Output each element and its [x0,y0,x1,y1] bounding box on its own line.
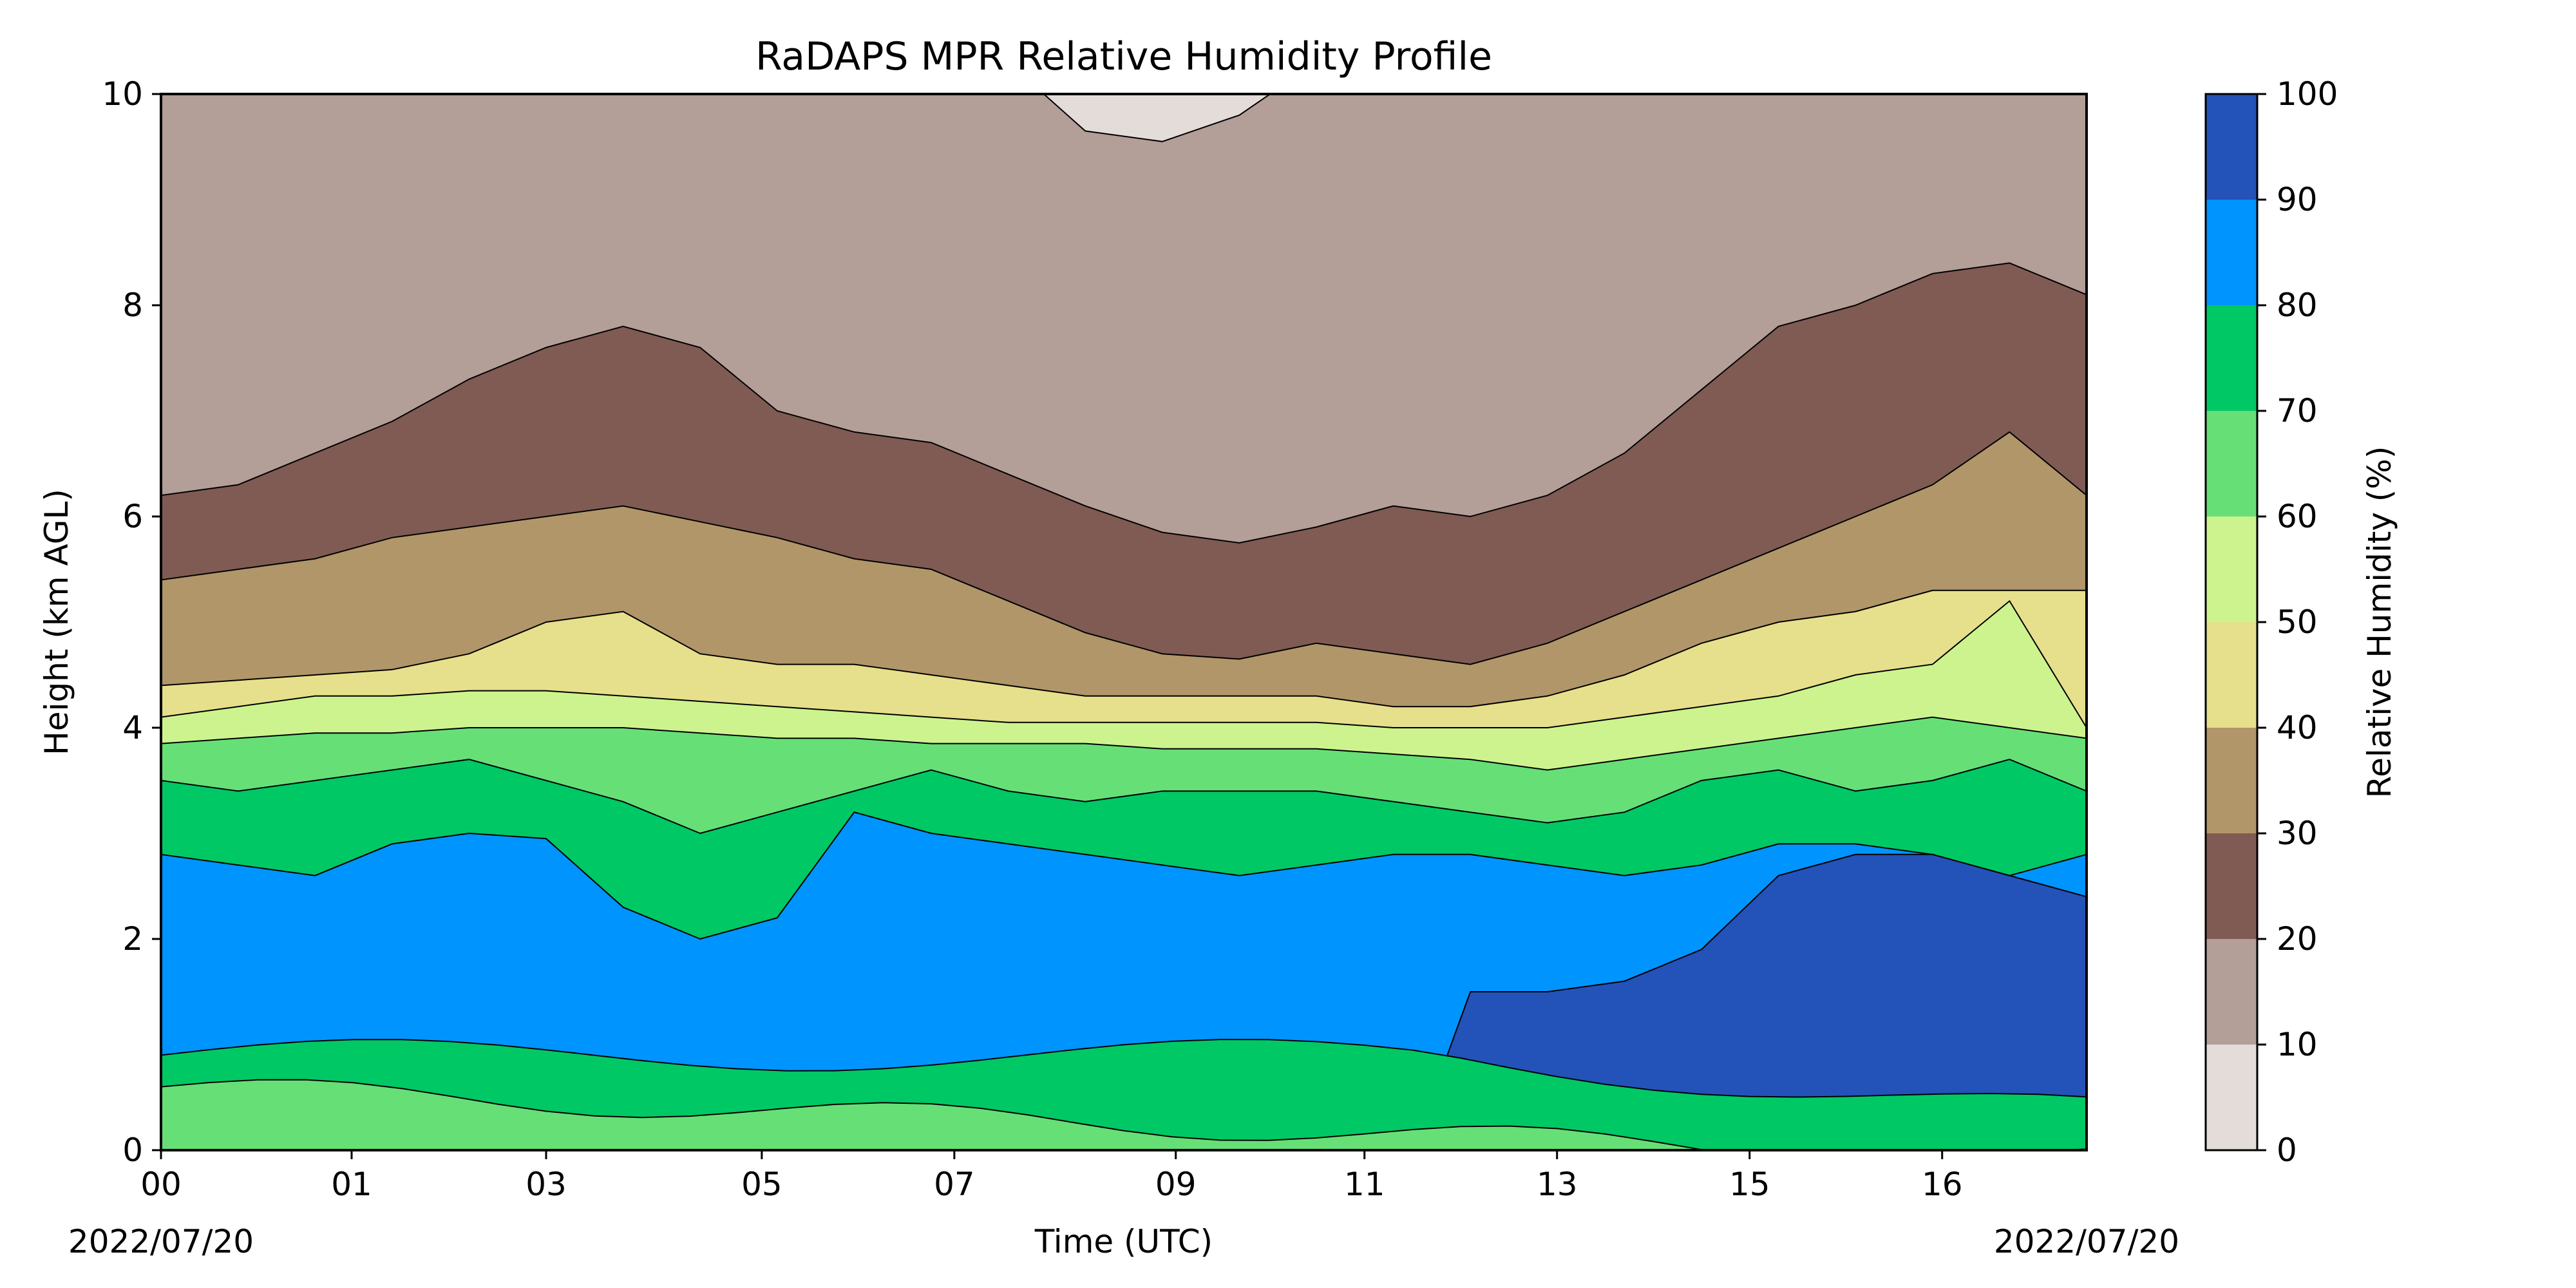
x-tick-label: 03 [526,1166,567,1203]
colorbar-tick-label: 10 [2277,1026,2318,1063]
colorbar-swatch [2206,305,2257,411]
x-tick-label: 16 [1922,1166,1963,1203]
colorbar-ticks: 0 10 20 30 40 50 60 70 80 90 100 [2257,75,2338,1169]
x-tick-label: 01 [331,1166,372,1203]
colorbar-swatch [2206,411,2257,516]
y-tick-label: 8 [122,287,143,324]
y-tick-label: 6 [122,498,143,535]
colorbar-swatch [2206,728,2257,833]
x-tick-label: 15 [1729,1166,1770,1203]
colorbar-tick-label: 90 [2277,181,2318,218]
colorbar-title: Relative Humidity (%) [2361,446,2398,799]
x-tick-label: 07 [934,1166,975,1203]
colorbar-tick-label: 40 [2277,709,2318,746]
colorbar-swatch [2206,516,2257,622]
colorbar-swatch [2206,622,2257,728]
x-end-date-label: 2022/07/20 [1994,1223,2179,1260]
x-tick-label: 09 [1155,1166,1197,1203]
colorbar-swatch [2206,833,2257,939]
rh-band-90-100 [1412,853,2087,1150]
colorbar-tick-label: 20 [2277,920,2318,958]
y-tick-label: 10 [102,75,143,113]
colorbar-tick-label: 30 [2277,815,2318,852]
colorbar-swatch [2206,939,2257,1045]
colorbar-swatch [2206,94,2257,200]
colorbar-tick-label: 100 [2277,75,2338,113]
x-start-date-label: 2022/07/20 [68,1223,254,1260]
plot-area [161,94,2087,1150]
y-axis-title: Height (km AGL) [38,489,75,755]
colorbar-tick-label: 60 [2277,498,2318,535]
x-tick-label: 05 [741,1166,782,1203]
colorbar [2204,93,2259,1151]
colorbar-tick-label: 50 [2277,603,2318,641]
rh-surface-band-60-70 [161,1079,2087,1150]
colorbar-tick-label: 0 [2277,1132,2297,1169]
x-tick-label: 11 [1344,1166,1385,1203]
x-tick-label: 13 [1537,1166,1578,1203]
chart-title: RaDAPS MPR Relative Humidity Profile [755,34,1492,79]
y-tick-label: 2 [122,920,143,958]
y-axis: 0 2 4 6 8 10 [102,75,161,1169]
colorbar-tick-label: 70 [2277,392,2318,430]
y-tick-label: 4 [122,709,143,746]
x-tick-label: 00 [140,1166,182,1203]
colorbar-swatch [2206,1045,2257,1150]
colorbar-swatch [2206,200,2257,305]
x-axis-title: Time (UTC) [1034,1223,1213,1260]
colorbar-tick-label: 80 [2277,287,2318,324]
plot-frame [160,93,2088,1151]
x-axis: 00 01 03 05 07 09 11 13 15 16 [140,1150,1963,1203]
y-tick-label: 0 [122,1132,143,1169]
